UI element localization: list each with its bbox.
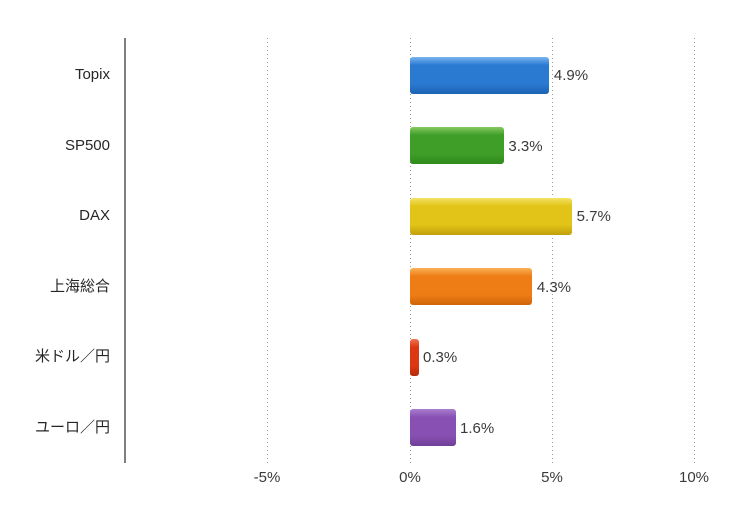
gridline-10% xyxy=(694,38,695,466)
category-label-6: ユーロ／円 xyxy=(34,418,110,436)
bar-value-label-5: 0.3% xyxy=(423,349,458,367)
x-tick-label: -5% xyxy=(253,469,281,486)
bar-value-label-2: 3.3% xyxy=(508,137,543,155)
x-tick-label: 0% xyxy=(399,469,421,486)
bar-5 xyxy=(409,338,419,376)
gridline-0% xyxy=(410,38,411,466)
category-label-2: SP500 xyxy=(64,136,110,154)
bar-3 xyxy=(409,197,572,235)
category-label-4: 上海総合 xyxy=(49,277,110,295)
category-label-1: Topix xyxy=(74,66,110,84)
category-label-5: 米ドル／円 xyxy=(34,348,110,366)
bar-value-label-4: 4.3% xyxy=(536,278,572,296)
category-label-3: DAX xyxy=(79,207,110,225)
gridline--5% xyxy=(267,38,268,466)
category-axis-line xyxy=(124,38,126,463)
x-tick-label: 5% xyxy=(541,469,563,486)
bar-4 xyxy=(409,268,532,306)
bar-1 xyxy=(409,56,549,94)
bar-value-label-3: 5.7% xyxy=(576,208,611,226)
gridline-5% xyxy=(552,38,553,466)
bar-value-label-6: 1.6% xyxy=(460,419,495,437)
x-tick-label: 10% xyxy=(678,469,710,486)
bar-value-label-1: 4.9% xyxy=(553,67,589,85)
bar-6 xyxy=(409,409,456,447)
bar-2 xyxy=(409,127,504,165)
